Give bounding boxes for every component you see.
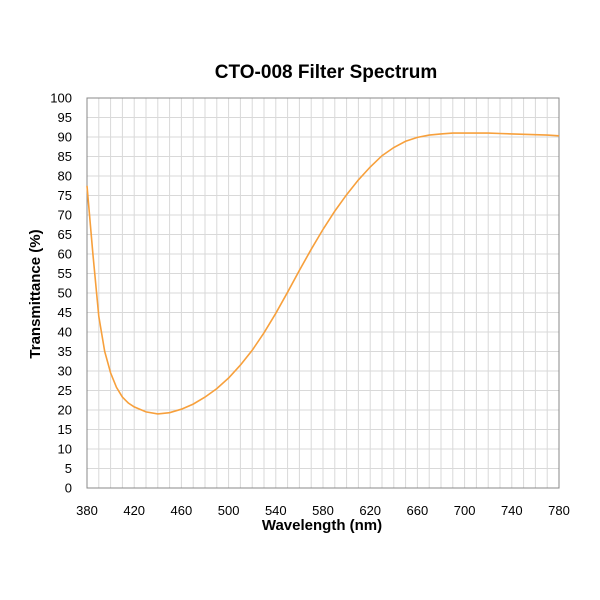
x-tick-label: 780 (548, 503, 570, 518)
x-tick-label: 500 (218, 503, 240, 518)
y-tick-label: 60 (58, 247, 72, 262)
y-tick-label: 25 (58, 383, 72, 398)
y-tick-label: 20 (58, 403, 72, 418)
x-tick-label: 740 (501, 503, 523, 518)
x-tick-label: 660 (407, 503, 429, 518)
y-tick-label: 85 (58, 149, 72, 164)
x-axis-title: Wavelength (nm) (262, 517, 382, 534)
y-tick-label: 15 (58, 422, 72, 437)
x-tick-label: 420 (123, 503, 145, 518)
y-tick-label: 70 (58, 208, 72, 223)
y-tick-label: 95 (58, 110, 72, 125)
y-tick-label: 45 (58, 305, 72, 320)
x-tick-label: 700 (454, 503, 476, 518)
y-tick-label: 30 (58, 364, 72, 379)
y-tick-label: 80 (58, 169, 72, 184)
grid (87, 98, 559, 488)
y-tick-label: 65 (58, 227, 72, 242)
y-tick-label: 75 (58, 188, 72, 203)
x-tick-label: 620 (359, 503, 381, 518)
y-tick-label: 55 (58, 266, 72, 281)
x-tick-label: 460 (171, 503, 193, 518)
y-tick-label: 100 (50, 91, 72, 106)
y-tick-label: 0 (65, 481, 72, 496)
y-tick-label: 50 (58, 286, 72, 301)
chart-title: CTO-008 Filter Spectrum (215, 62, 437, 83)
tick-labels: 380 420 460 500 540 580 620 660 700 740 780 0 5 10 15 2… (50, 91, 570, 519)
y-tick-label: 40 (58, 325, 72, 340)
x-tick-label: 540 (265, 503, 287, 518)
series-line (86, 132, 560, 415)
y-axis-title: Transmittance (%) (27, 229, 44, 358)
x-tick-label: 580 (312, 503, 334, 518)
y-tick-label: 35 (58, 344, 72, 359)
x-tick-label: 380 (76, 503, 98, 518)
y-tick-label: 5 (65, 461, 72, 476)
y-tick-label: 90 (58, 130, 72, 145)
y-tick-label: 10 (58, 442, 72, 457)
plot-area (86, 97, 560, 489)
